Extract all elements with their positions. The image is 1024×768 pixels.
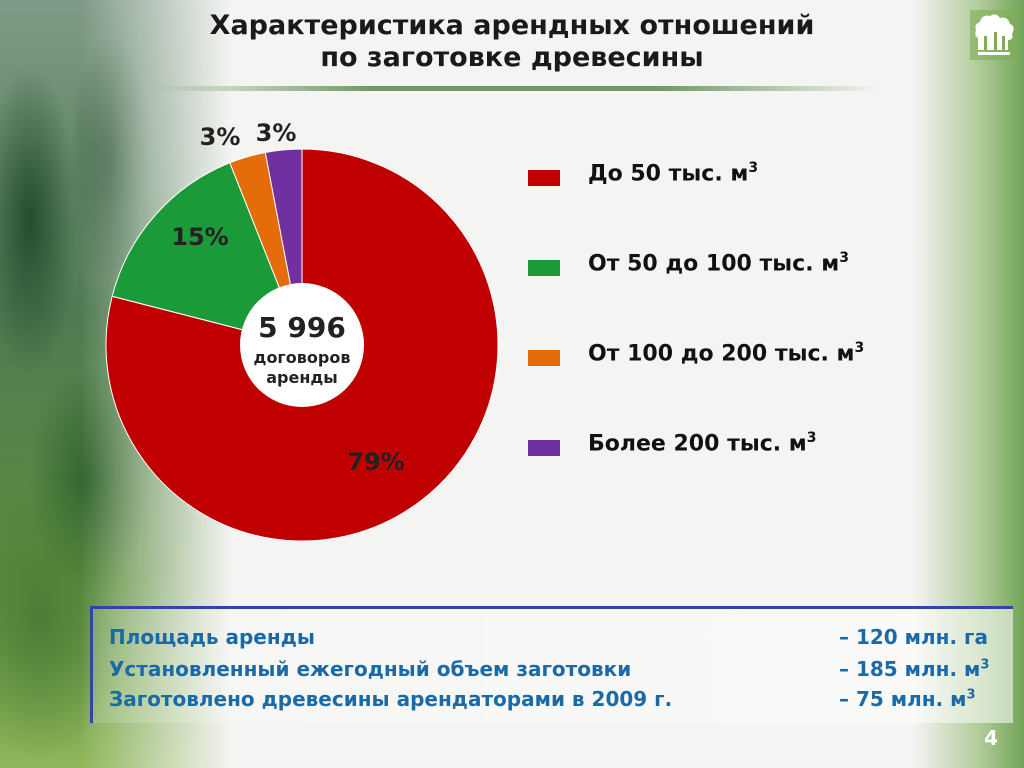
title-divider bbox=[150, 86, 880, 91]
summary-value: – 75 млн. м3 bbox=[839, 687, 976, 711]
summary-label: Заготовлено древесины арендаторами в 200… bbox=[109, 687, 673, 711]
page-number: 4 bbox=[984, 726, 998, 750]
center-caption-2: аренды bbox=[266, 368, 338, 387]
summary-label: Площадь аренды bbox=[109, 625, 315, 649]
legend-label: До 50 тыс. м3 bbox=[588, 160, 759, 187]
legend-swatch bbox=[528, 440, 560, 456]
pie-slice-2 bbox=[111, 162, 303, 346]
page-title: Характеристика арендных отношений по заг… bbox=[140, 10, 884, 74]
summary-row-annual-volume: Установленный ежегодный объем заготовки … bbox=[109, 657, 1009, 687]
legend-label: Более 200 тыс. м3 bbox=[588, 430, 817, 457]
title-line-2: по заготовке древесины bbox=[320, 42, 704, 73]
pie-data-label-1: 79% bbox=[347, 448, 404, 476]
summary-box: Площадь аренды – 120 млн. га Установленн… bbox=[90, 606, 1013, 723]
pie-data-label-4: 3% bbox=[256, 119, 297, 147]
legend-label: От 50 до 100 тыс. м3 bbox=[588, 250, 849, 277]
title-line-1: Характеристика арендных отношений bbox=[209, 10, 815, 41]
summary-row-area: Площадь аренды – 120 млн. га bbox=[109, 625, 1009, 655]
pie-center-hole bbox=[240, 283, 364, 407]
center-count: 5 996 bbox=[258, 311, 346, 344]
pie-data-label-3: 3% bbox=[200, 123, 241, 151]
legend-label: От 100 до 200 тыс. м3 bbox=[588, 340, 865, 367]
forest-trees-logo-icon bbox=[970, 10, 1018, 60]
legend-swatch bbox=[528, 350, 560, 366]
summary-label: Установленный ежегодный объем заготовки bbox=[109, 657, 632, 681]
center-caption-1: договоров bbox=[254, 348, 351, 367]
summary-value: – 185 млн. м3 bbox=[839, 657, 990, 681]
summary-value: – 120 млн. га bbox=[839, 625, 988, 649]
pie-data-label-2: 15% bbox=[171, 223, 228, 251]
legend-swatch bbox=[528, 170, 560, 186]
legend-swatch bbox=[528, 260, 560, 276]
summary-row-harvested: Заготовлено древесины арендаторами в 200… bbox=[109, 687, 1009, 717]
